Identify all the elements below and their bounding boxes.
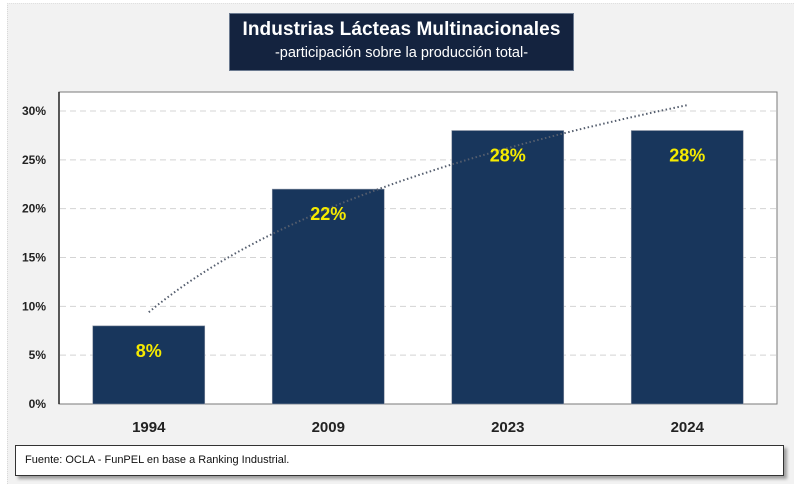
data-labels: 8% 22% 28% 28% <box>136 146 706 361</box>
x-axis-ticks: 1994 2009 2023 2024 <box>132 419 705 436</box>
y-tick-label: 15% <box>22 251 46 265</box>
data-label: 22% <box>310 204 346 224</box>
bar <box>630 130 744 405</box>
bar <box>451 130 565 405</box>
x-tick-label: 2023 <box>491 419 524 436</box>
data-label: 8% <box>136 341 162 361</box>
y-tick-label: 10% <box>22 299 46 313</box>
y-tick-label: 20% <box>22 202 46 216</box>
x-tick-label: 1994 <box>132 419 166 436</box>
chart-title-box: Industrias Lácteas Multinacionales -part… <box>229 13 574 71</box>
trendline <box>148 104 688 313</box>
source-note: Fuente: OCLA - FunPEL en base a Ranking … <box>25 454 290 466</box>
data-label: 28% <box>669 146 705 166</box>
y-tick-label: 30% <box>22 104 46 118</box>
bar <box>271 188 385 405</box>
chart-title: Industrias Lácteas Multinacionales <box>242 19 561 40</box>
source-box: Fuente: OCLA - FunPEL en base a Ranking … <box>15 445 784 476</box>
y-tick-label: 5% <box>29 348 47 362</box>
chart-subtitle: -participación sobre la producción total… <box>274 45 529 61</box>
bar <box>92 325 206 405</box>
y-tick-label: 25% <box>22 153 46 167</box>
x-tick-label: 2009 <box>312 419 345 436</box>
y-axis-ticks: 0% 5% 10% 15% 20% 25% 30% <box>22 104 46 411</box>
data-label: 28% <box>490 146 526 166</box>
bars <box>92 130 744 405</box>
y-tick-label: 0% <box>29 397 47 411</box>
x-tick-label: 2024 <box>671 419 705 436</box>
